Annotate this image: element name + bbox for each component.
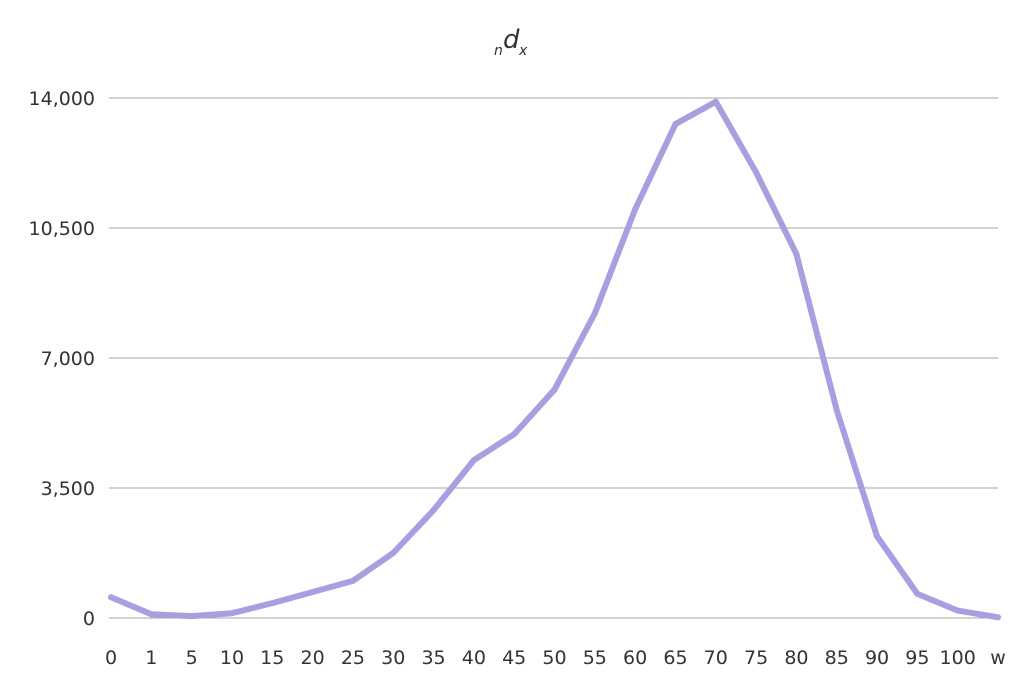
series-layer [108,98,1001,621]
data-point [349,577,356,584]
chart-title-prefix: n [494,43,503,59]
gridlines [109,97,998,619]
x-tick-label: 20 [300,647,324,669]
x-tick-label: 25 [341,647,365,669]
x-tick-label: 75 [744,647,768,669]
y-tick-label: 10,500 [29,218,95,240]
data-point [551,386,558,393]
data-point [390,550,397,556]
x-tick-label: 15 [260,647,284,669]
y-tick-label: 3,500 [41,478,95,500]
x-tick-label: 40 [462,647,486,669]
data-point [672,121,679,127]
data-point [632,206,639,213]
data-point [712,98,719,105]
chart-title-main: d [503,25,520,55]
data-point [874,533,881,540]
x-tick-label: 80 [784,647,808,669]
data-point [148,611,155,618]
x-tick-label: 5 [186,647,198,669]
x-tick-label: 90 [865,647,889,669]
x-tick-label: 70 [704,647,728,669]
y-tick-label: 14,000 [29,88,95,110]
chart-title: n d x [494,25,528,59]
x-tick-label: 0 [105,647,117,669]
data-point [954,607,961,614]
series-line [108,98,1001,621]
data-point [511,431,518,438]
data-point [753,169,760,176]
data-point [228,610,235,617]
x-tick-label: 1 [145,647,157,669]
x-tick-label: 85 [825,647,849,669]
data-point [430,507,437,514]
data-point [833,407,840,413]
data-point [108,594,114,601]
data-point [914,590,921,597]
x-tick-label: 55 [583,647,607,669]
x-tick-label: 100 [940,647,976,669]
x-tick-label: 30 [381,647,405,669]
x-tick-label: 60 [623,647,647,669]
x-tick-label: 10 [220,647,244,669]
data-point [793,251,800,257]
data-point [188,613,195,620]
data-point [470,457,477,464]
x-tick-label: w [990,647,1006,669]
data-point [591,310,598,317]
data-point [995,614,1001,621]
y-tick-label: 7,000 [41,348,95,370]
data-point [309,589,316,595]
y-axis-labels: 0 3,500 7,000 10,500 14,000 [29,88,95,630]
data-point [269,600,276,607]
x-tick-label: 45 [502,647,526,669]
chart-title-suffix: x [518,43,528,59]
y-tick-label: 0 [83,608,95,630]
x-axis-labels: 0 1 5 10 15 20 25 30 35 40 45 50 55 60 65 70 75 80 85 90 95 1… [105,647,1006,669]
x-tick-label: 95 [905,647,929,669]
x-tick-label: 65 [663,647,687,669]
x-tick-label: 50 [542,647,566,669]
x-tick-label: 35 [421,647,445,669]
